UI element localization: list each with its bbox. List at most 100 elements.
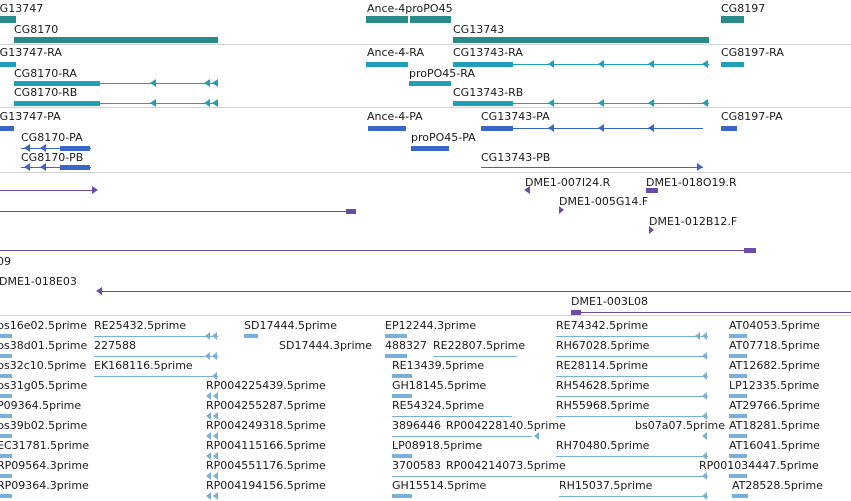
est-label[interactable]: EP12244.3prime: [385, 319, 477, 332]
clone-label[interactable]: DME1-003L08: [571, 295, 648, 308]
est-label[interactable]: RP004194156.5prime: [206, 479, 326, 492]
est-label[interactable]: 488327: [385, 339, 427, 352]
est-label[interactable]: LP08918.5prime: [392, 439, 483, 452]
est-label[interactable]: RE74342.5prime: [556, 319, 649, 332]
est-feature[interactable]: [729, 354, 747, 358]
clone-end-marker[interactable]: [646, 188, 658, 193]
transcript-feature[interactable]: [453, 62, 513, 67]
est-label[interactable]: bs16e02.5prime: [0, 319, 88, 332]
clone-end-marker[interactable]: [524, 186, 530, 194]
est-feature[interactable]: [0, 354, 12, 358]
clone-end-marker[interactable]: [346, 209, 356, 214]
transcript-feature[interactable]: [14, 101, 100, 106]
est-label[interactable]: RH67028.5prime: [556, 339, 650, 352]
est-feature[interactable]: [732, 494, 748, 498]
est-label[interactable]: RP004255287.5prime: [206, 399, 326, 412]
transcript-feature[interactable]: [409, 81, 451, 86]
protein-label[interactable]: proPO45-PA: [411, 131, 476, 144]
est-feature[interactable]: [244, 334, 258, 338]
est-label[interactable]: AT16041.5prime: [729, 439, 820, 452]
gene-feature[interactable]: [453, 37, 709, 43]
gene-feature[interactable]: [14, 37, 218, 43]
protein-feature[interactable]: [481, 126, 513, 131]
clone-end-marker[interactable]: [559, 206, 564, 214]
gene-label[interactable]: CG13743: [453, 23, 505, 36]
transcript-label[interactable]: proPO45-RA: [409, 67, 475, 80]
est-label[interactable]: AT04053.5prime: [729, 319, 820, 332]
gene-label[interactable]: CG8197: [721, 2, 766, 15]
est-feature[interactable]: [0, 334, 12, 338]
clone-label[interactable]: DME1-012B12.F: [649, 215, 738, 228]
est-label[interactable]: bs38d01.5prime: [0, 339, 88, 352]
est-feature[interactable]: [392, 394, 412, 398]
clone-label[interactable]: DME1-005G14.F: [559, 195, 649, 208]
est-label[interactable]: RE22807.5prime: [433, 339, 526, 352]
clone-label[interactable]: DME1-018O19.R: [646, 176, 737, 189]
gene-label[interactable]: Ance-4proPO45: [367, 2, 453, 15]
est-feature[interactable]: [729, 414, 747, 418]
est-feature[interactable]: [0, 494, 12, 498]
est-label[interactable]: SD17444.5prime: [244, 319, 337, 332]
est-feature[interactable]: [385, 354, 407, 358]
est-label[interactable]: AT29766.5prime: [729, 399, 820, 412]
transcript-feature[interactable]: [0, 62, 16, 67]
est-feature[interactable]: [729, 334, 747, 338]
gene-label[interactable]: CG8170: [14, 23, 59, 36]
est-feature[interactable]: [392, 494, 412, 498]
est-feature[interactable]: [385, 334, 407, 338]
est-feature[interactable]: [392, 454, 412, 458]
est-label[interactable]: RP004551176.5prime: [206, 459, 326, 472]
est-feature[interactable]: [0, 434, 12, 438]
est-feature[interactable]: [0, 414, 12, 418]
protein-feature[interactable]: [368, 126, 406, 131]
protein-label[interactable]: CG13747-PA: [0, 110, 61, 123]
est-label[interactable]: EK168116.5prime: [94, 359, 193, 372]
est-label[interactable]: AT12682.5prime: [729, 359, 820, 372]
gene-feature[interactable]: [721, 16, 744, 23]
est-feature[interactable]: [0, 394, 12, 398]
est-label[interactable]: bs32c10.5prime: [0, 359, 87, 372]
protein-label[interactable]: CG8197-PA: [721, 110, 783, 123]
protein-feature[interactable]: [411, 146, 449, 151]
protein-label[interactable]: CG13743-PB: [481, 151, 551, 164]
protein-feature[interactable]: [0, 126, 14, 131]
clone-end-marker[interactable]: [744, 248, 756, 253]
gene-feature[interactable]: [366, 16, 408, 23]
est-feature[interactable]: [729, 474, 747, 478]
est-label[interactable]: RP09364.3prime: [0, 479, 89, 492]
transcript-feature[interactable]: [366, 62, 408, 67]
est-label[interactable]: 3896446: [392, 419, 441, 432]
est-label[interactable]: RP004214073.5prime: [446, 459, 566, 472]
protein-label[interactable]: CG8170-PA: [21, 131, 83, 144]
est-label[interactable]: GH15514.5prime: [392, 479, 487, 492]
transcript-feature[interactable]: [453, 101, 513, 106]
est-feature[interactable]: [729, 454, 747, 458]
est-label[interactable]: LP12335.5prime: [729, 379, 820, 392]
est-label[interactable]: SD17444.3prime: [279, 339, 372, 352]
est-label[interactable]: AT18281.5prime: [729, 419, 820, 432]
gene-feature[interactable]: [0, 16, 16, 23]
transcript-label[interactable]: CG13743-RB: [453, 86, 524, 99]
transcript-label[interactable]: CG8170-RB: [14, 86, 78, 99]
transcript-label[interactable]: Ance-4-RA: [367, 46, 424, 59]
clone-end-marker[interactable]: [571, 310, 581, 315]
est-label[interactable]: RE13439.5prime: [392, 359, 485, 372]
est-label[interactable]: RP004225439.5prime: [206, 379, 326, 392]
est-feature[interactable]: [0, 374, 12, 378]
transcript-label[interactable]: CG13743-RA: [453, 46, 523, 59]
clone-label[interactable]: DME1-007I24.R: [525, 176, 611, 189]
gene-label[interactable]: CG13747: [0, 2, 44, 15]
est-label[interactable]: EC31781.5prime: [0, 439, 90, 452]
est-label[interactable]: RH70480.5prime: [556, 439, 650, 452]
transcript-label[interactable]: CG8170-RA: [14, 67, 77, 80]
est-label[interactable]: bs31g05.5prime: [0, 379, 88, 392]
est-label[interactable]: RP09564.3prime: [0, 459, 89, 472]
protein-label[interactable]: CG13743-PA: [481, 110, 550, 123]
transcript-label[interactable]: CG13747-RA: [0, 46, 62, 59]
est-label[interactable]: bs39b02.5prime: [0, 419, 88, 432]
est-label[interactable]: RH55968.5prime: [556, 399, 650, 412]
est-label[interactable]: RH54628.5prime: [556, 379, 650, 392]
est-label[interactable]: RP004115166.5prime: [206, 439, 326, 452]
clone-end-marker[interactable]: [649, 226, 654, 234]
est-label[interactable]: RH15037.5prime: [559, 479, 653, 492]
